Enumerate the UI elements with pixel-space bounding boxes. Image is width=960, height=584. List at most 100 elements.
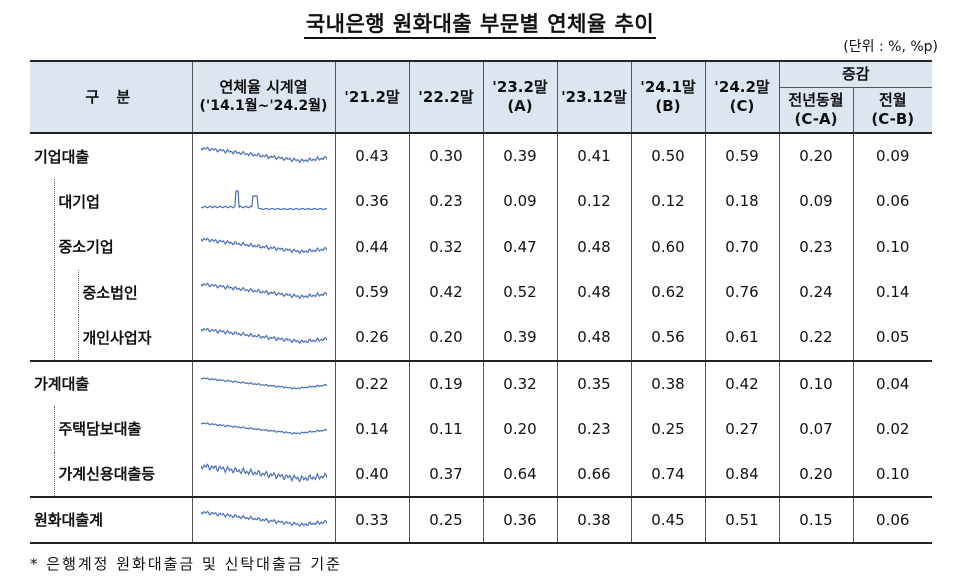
value-cell: 0.20 xyxy=(779,451,854,497)
value-cell: 0.43 xyxy=(335,132,410,179)
row-label: 개인사업자 xyxy=(78,315,193,361)
value-text: 0.10 xyxy=(876,464,910,483)
value-cell: 0.38 xyxy=(557,496,632,544)
value-text: 0.32 xyxy=(429,237,463,256)
header-change-yoy: 전년동월 (C-A) xyxy=(779,87,854,133)
value-text: 0.24 xyxy=(799,283,833,302)
value-text: 0.44 xyxy=(355,237,389,256)
value-text: 0.41 xyxy=(577,147,611,166)
table-row: 대기업 0.36 0.23 0.09 0.12 0.12 0.18 0.09 0.06 xyxy=(30,178,932,224)
row-label-text: 원화대출계 xyxy=(34,511,104,530)
value-text: 0.39 xyxy=(503,147,537,166)
value-text: 0.84 xyxy=(725,464,759,483)
value-cell: 0.40 xyxy=(335,451,410,497)
header-change-yoy-label: 전년동월 xyxy=(788,90,844,109)
value-text: 0.12 xyxy=(651,192,685,211)
value-cell: 0.70 xyxy=(705,224,780,270)
header-change-group: 증감 xyxy=(779,60,933,88)
header-col-2-label: '23.2말 xyxy=(492,78,548,96)
sparkline-cell xyxy=(192,315,336,361)
value-cell: 0.30 xyxy=(409,132,484,179)
value-text: 0.61 xyxy=(725,328,759,347)
value-cell: 0.42 xyxy=(705,359,780,406)
value-text: 0.45 xyxy=(651,510,685,529)
value-cell: 0.09 xyxy=(853,132,933,179)
value-text: 0.62 xyxy=(651,283,685,302)
sparkline-cell xyxy=(192,496,336,544)
sparkline-icon xyxy=(200,510,327,527)
value-cell: 0.36 xyxy=(335,178,410,224)
header-col-1: '22.2말 xyxy=(409,60,484,133)
row-label: 가계대출 xyxy=(30,359,193,406)
value-text: 0.59 xyxy=(725,147,759,166)
header-sparkline-line2: ('14.1월~'24.2월) xyxy=(199,98,328,114)
value-cell: 0.50 xyxy=(631,132,706,179)
sparkline-cell xyxy=(192,224,336,270)
header-col-0-label: '21.2말 xyxy=(344,87,400,106)
value-cell: 0.14 xyxy=(853,270,932,316)
row-label-text: 가계대출 xyxy=(34,375,90,394)
value-text: 0.36 xyxy=(503,510,537,529)
value-text: 0.56 xyxy=(651,328,685,347)
value-text: 0.70 xyxy=(725,237,759,256)
table-row: 주택담보대출 0.14 0.11 0.20 0.23 0.25 0.27 0.07 0.02 xyxy=(30,406,932,452)
header-col-5-sub: (C) xyxy=(729,97,755,115)
unit-label: (단위 : %, %p) xyxy=(843,39,938,55)
value-cell: 0.04 xyxy=(853,359,933,406)
value-text: 0.26 xyxy=(355,328,389,347)
sparkline-icon xyxy=(200,377,327,390)
value-cell: 0.39 xyxy=(483,315,558,361)
value-text: 0.19 xyxy=(429,374,463,393)
value-cell: 0.48 xyxy=(557,269,632,315)
value-text: 0.39 xyxy=(503,328,537,347)
value-cell: 0.07 xyxy=(779,406,854,452)
value-cell: 0.12 xyxy=(631,178,706,224)
header-change-mom-sub: (C-B) xyxy=(871,109,915,128)
value-text: 0.38 xyxy=(577,510,611,529)
value-cell: 0.32 xyxy=(483,359,558,406)
value-cell: 0.20 xyxy=(409,315,484,361)
row-label-text: 기업대출 xyxy=(34,147,90,166)
row-label: 주택담보대출 xyxy=(54,406,193,452)
value-cell: 0.26 xyxy=(335,315,410,361)
row-label-text: 중소법인 xyxy=(82,283,138,302)
table-row: 기업대출 0.43 0.30 0.39 0.41 0.50 0.59 0.20 0.09 xyxy=(30,132,933,179)
indent-cell xyxy=(30,178,55,224)
sparkline-cell xyxy=(192,178,336,224)
value-text: 0.15 xyxy=(799,510,833,529)
row-label-text: 중소기업 xyxy=(58,238,114,257)
row-label-text: 개인사업자 xyxy=(82,328,152,347)
value-cell: 0.62 xyxy=(631,269,706,315)
value-text: 0.48 xyxy=(577,237,611,256)
value-cell: 0.02 xyxy=(853,406,932,452)
value-text: 0.05 xyxy=(876,328,910,347)
value-cell: 0.38 xyxy=(631,359,706,406)
header-col-4-sub: (B) xyxy=(655,97,681,115)
value-text: 0.50 xyxy=(651,147,685,166)
value-cell: 0.12 xyxy=(557,178,632,224)
value-text: 0.52 xyxy=(503,283,537,302)
value-text: 0.42 xyxy=(429,283,463,302)
header-col-4: '24.1말 (B) xyxy=(631,60,706,133)
value-text: 0.25 xyxy=(429,510,463,529)
sparkline-icon xyxy=(200,282,327,300)
header-col-5: '24.2말 (C) xyxy=(705,60,780,133)
value-text: 0.22 xyxy=(799,328,833,347)
value-cell: 0.06 xyxy=(853,496,933,544)
value-text: 0.23 xyxy=(577,419,611,438)
value-cell: 0.09 xyxy=(483,178,558,224)
value-cell: 0.48 xyxy=(557,224,632,270)
row-label: 중소법인 xyxy=(78,269,193,315)
value-text: 0.20 xyxy=(429,328,463,347)
value-text: 0.10 xyxy=(799,374,833,393)
row-label-text: 가계신용대출등 xyxy=(58,465,156,484)
value-text: 0.32 xyxy=(503,374,537,393)
value-cell: 0.61 xyxy=(705,315,780,361)
value-cell: 0.41 xyxy=(557,132,632,179)
header-change-yoy-sub: (C-A) xyxy=(794,109,838,128)
row-label: 대기업 xyxy=(54,178,193,224)
table-row: 가계신용대출등 0.40 0.37 0.64 0.66 0.74 0.84 0.20 0.10 xyxy=(30,451,932,497)
value-text: 0.66 xyxy=(577,464,611,483)
header-sparkline-line1: 연체율 시계열 xyxy=(219,78,308,96)
value-cell: 0.60 xyxy=(631,224,706,270)
